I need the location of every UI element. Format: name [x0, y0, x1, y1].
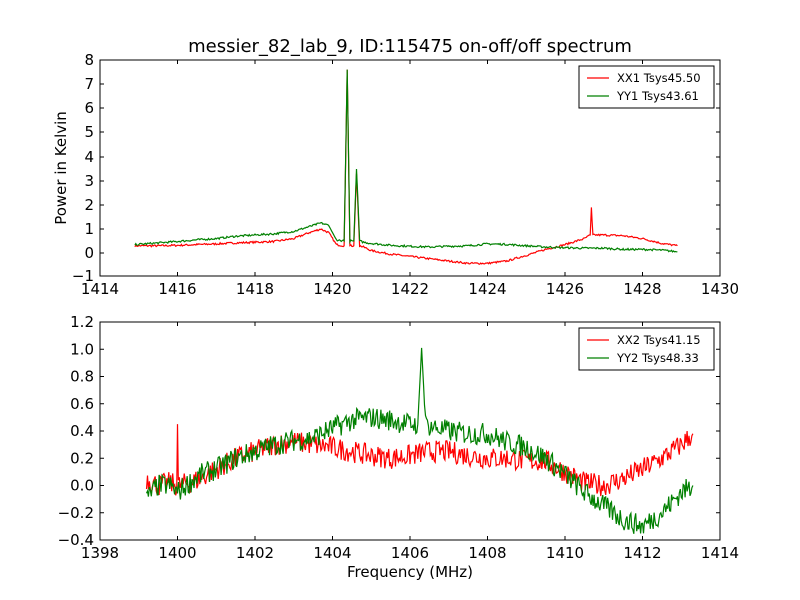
- bottom-x-tick-label: 1414: [701, 544, 739, 562]
- bottom-y-tick-label: 0.0: [70, 477, 94, 495]
- top-x-tick-label: 1424: [468, 280, 506, 298]
- bottom-panel: Frequency (MHz) 1398 1400 1402 1404 1406 1408…: [58, 313, 740, 581]
- top-series-line-1: [134, 69, 678, 265]
- bottom-y-tick-label: 1.0: [70, 340, 94, 358]
- top-x-tick-label: 1414: [81, 280, 119, 298]
- top-y-tick-label: 6: [84, 99, 94, 117]
- bottom-x-tick-label: 1412: [623, 544, 661, 562]
- bottom-y-tick-label: 0.2: [70, 449, 94, 467]
- bottom-legend-frame: [578, 327, 715, 371]
- bottom-x-tick-label: 1404: [313, 544, 351, 562]
- top-y-tick-label: −1: [72, 267, 94, 285]
- bottom-y-tick-label: 1.2: [70, 313, 94, 331]
- top-series-line-2: [134, 69, 678, 253]
- top-legend: XX1 Tsys45.50 YY1 Tsys43.61: [578, 65, 715, 109]
- top-y-tick-label: 7: [84, 75, 94, 93]
- top-y-tick-label: 2: [84, 196, 94, 214]
- bottom-y-tick-label: 0.4: [70, 422, 94, 440]
- top-legend-frame: [578, 65, 715, 109]
- top-x-tick-label: 1422: [391, 280, 429, 298]
- top-chart-title: messier_82_lab_9, ID:115475 on-off/off s…: [188, 36, 632, 57]
- top-y-axis-label: Power in Kelvin: [52, 111, 70, 225]
- top-y-tick-label: 1: [84, 220, 94, 238]
- bottom-legend: XX2 Tsys41.15 YY2 Tsys48.33: [578, 327, 715, 371]
- bottom-x-tick-label: 1410: [546, 544, 584, 562]
- bottom-y-tick-label: −0.2: [58, 504, 94, 522]
- bottom-x-tick-label: 1398: [81, 544, 119, 562]
- top-legend-label-1: XX1 Tsys45.50: [617, 71, 701, 85]
- top-y-tick-label: 3: [84, 172, 94, 190]
- bottom-legend-label-2: YY2 Tsys48.33: [616, 351, 699, 365]
- bottom-legend-label-1: XX2 Tsys41.15: [617, 333, 701, 347]
- bottom-series-line-1: [145, 424, 694, 497]
- bottom-x-tick-label: 1400: [158, 544, 196, 562]
- top-y-tick-label: 0: [84, 244, 94, 262]
- top-x-tick-label: 1416: [158, 280, 196, 298]
- top-x-tick-label: 1426: [546, 280, 584, 298]
- bottom-y-tick-label: 0.8: [70, 368, 94, 386]
- top-y-tick-label: 4: [84, 148, 94, 166]
- bottom-y-tick-label: −0.4: [58, 531, 94, 549]
- bottom-x-tick-label: 1406: [391, 544, 429, 562]
- top-x-tick-label: 1430: [701, 280, 739, 298]
- bottom-x-tick-label: 1402: [236, 544, 274, 562]
- top-y-tick-label: 8: [84, 51, 94, 69]
- bottom-y-tick-label: 0.6: [70, 395, 94, 413]
- top-x-tick-label: 1418: [236, 280, 274, 298]
- bottom-series-line-2: [145, 347, 694, 534]
- top-x-tick-label: 1420: [313, 280, 351, 298]
- top-panel: messier_82_lab_9, ID:115475 on-off/off s…: [52, 36, 739, 298]
- bottom-x-axis-label: Frequency (MHz): [347, 563, 473, 581]
- top-y-tick-label: 5: [84, 123, 94, 141]
- top-legend-label-2: YY1 Tsys43.61: [616, 89, 699, 103]
- top-x-tick-label: 1428: [623, 280, 661, 298]
- bottom-x-tick-label: 1408: [468, 544, 506, 562]
